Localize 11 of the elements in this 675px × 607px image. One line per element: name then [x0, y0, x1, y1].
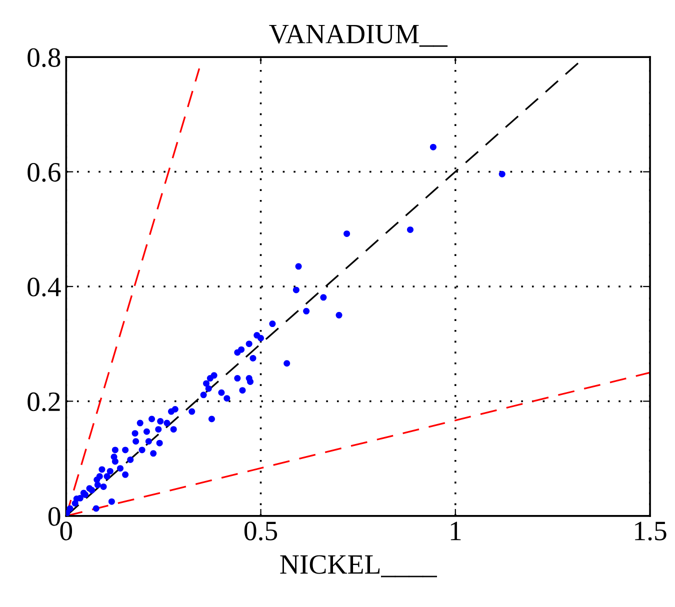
x-tick-label: 1 — [450, 522, 461, 540]
x-tick-label: 0.5 — [244, 522, 278, 540]
y-tick-label: 0.4 — [28, 278, 61, 297]
x-tick-label: 0 — [60, 522, 72, 540]
y-tick-label: 0 — [48, 507, 60, 526]
y-tick-label: 0.8 — [28, 48, 60, 68]
x-axis-title: NICKEL____ — [280, 555, 437, 578]
y-tick-label: 0.6 — [28, 162, 60, 182]
x-tick-label: 1.5 — [635, 522, 666, 540]
chart-title: VANADIUM__ — [269, 24, 448, 47]
y-tick-label: 0.2 — [28, 392, 60, 412]
